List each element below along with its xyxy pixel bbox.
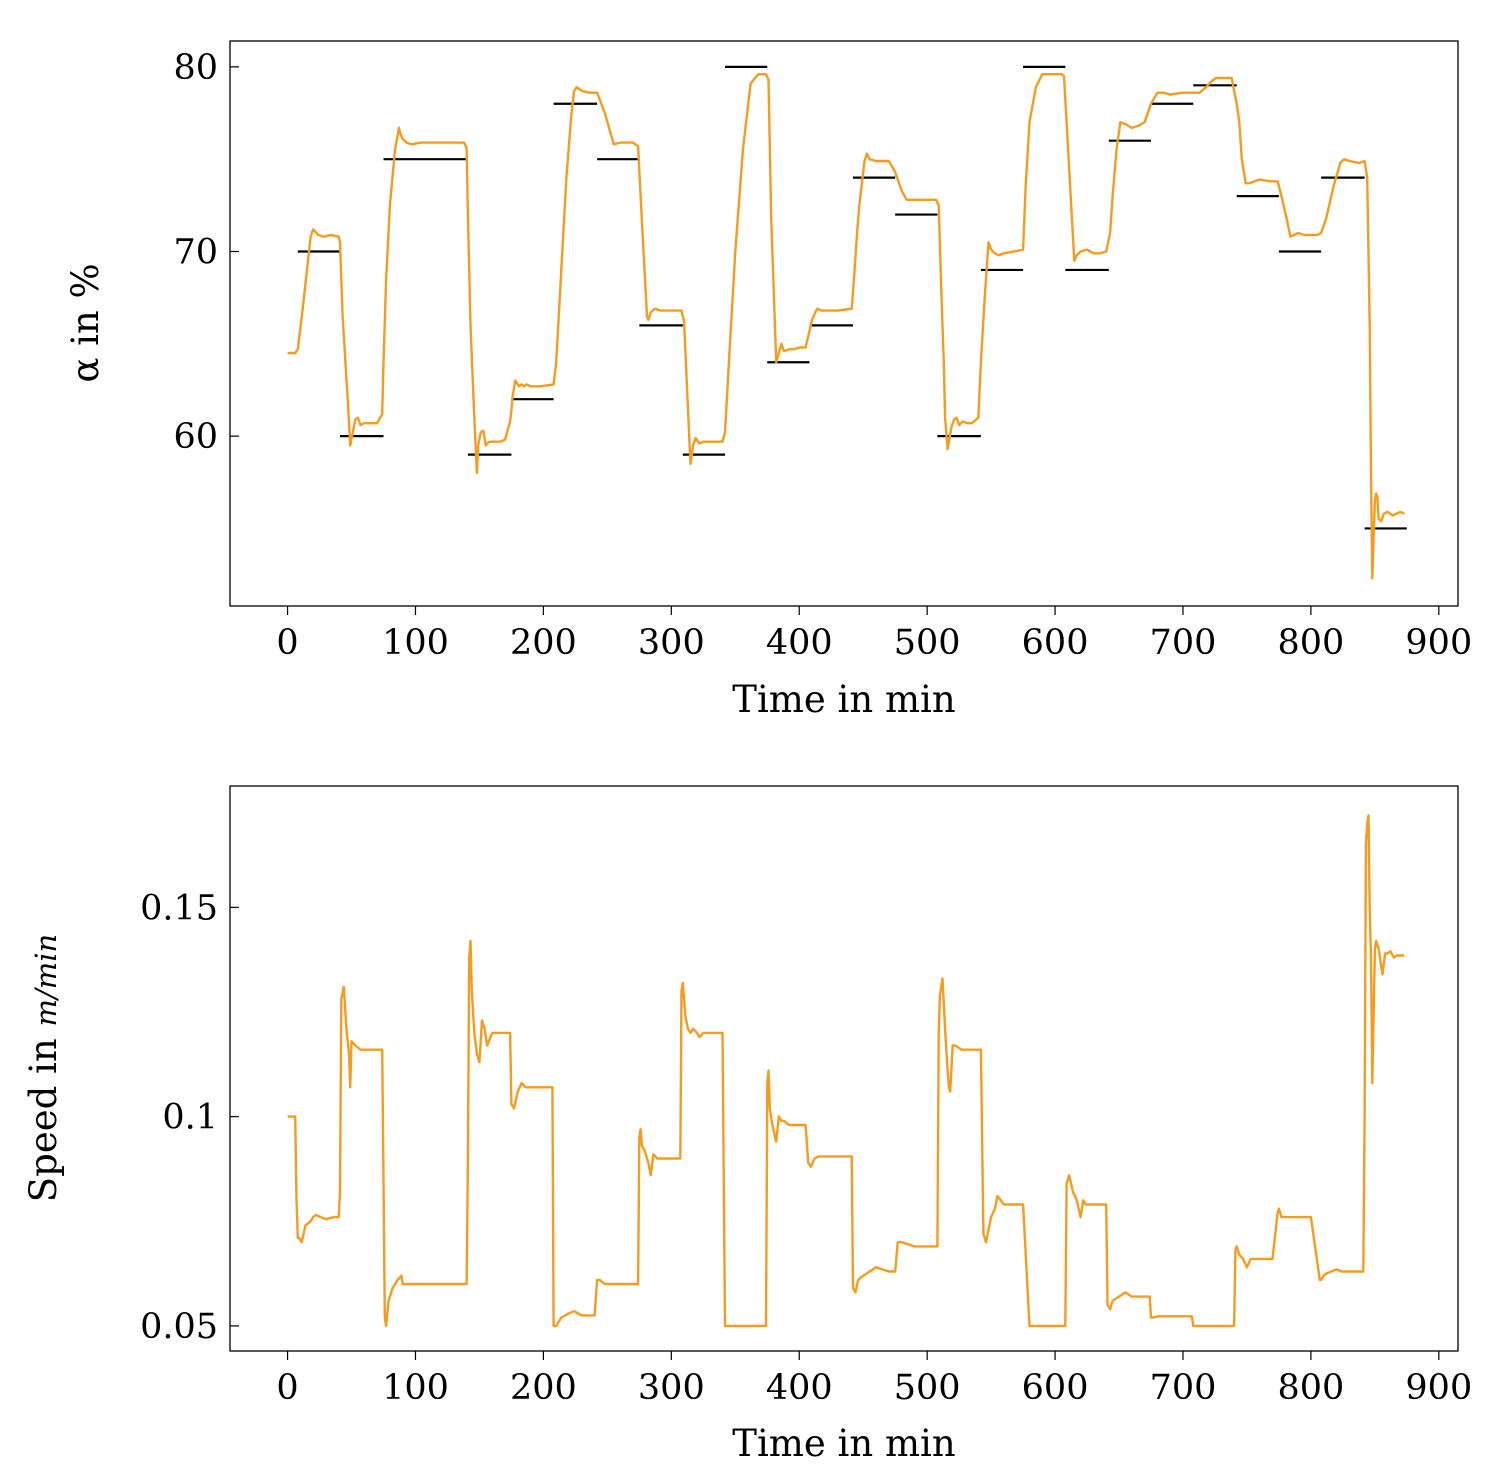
speed-series (287, 814, 1405, 1328)
alpha-setpoints (297, 65, 1407, 530)
x-tick-label: 700 (1150, 623, 1217, 663)
x-tick-label: 800 (1277, 1368, 1344, 1408)
x-tick-label: 800 (1277, 623, 1344, 663)
y-tick-label: 0.05 (140, 1307, 218, 1347)
alpha-y-axis-label: α in % (64, 263, 107, 382)
speed-x-axis-label: Time in min (732, 1422, 955, 1465)
x-tick-label: 0 (276, 1368, 298, 1408)
x-tick-label: 500 (894, 1368, 961, 1408)
x-tick-label: 900 (1405, 623, 1472, 663)
alpha-plot-frame (229, 40, 1459, 607)
y-tick-label: 60 (173, 417, 218, 457)
speed-plot-frame (229, 785, 1459, 1352)
x-tick-label: 300 (638, 1368, 705, 1408)
series-line-alpha (287, 72, 1405, 580)
alpha-series (287, 72, 1405, 580)
y-tick-label: 80 (173, 48, 218, 88)
chart-speed: 0 100 200 300 400 500 600 700 800 900 0.05 0.1 0.15… (22, 785, 1472, 1465)
speed-y-axis-label: Speed in m/min (22, 934, 65, 1202)
speed-y-axis-label-prefix: Speed in (22, 1027, 65, 1203)
alpha-x-ticks: 0 100 200 300 400 500 600 700 800 900 (276, 606, 1472, 663)
x-tick-label: 500 (894, 623, 961, 663)
speed-y-ticks: 0.05 0.1 0.15 (140, 888, 239, 1347)
y-tick-label: 0.1 (162, 1098, 218, 1138)
x-tick-label: 900 (1405, 1368, 1472, 1408)
alpha-x-axis-label: Time in min (732, 678, 955, 721)
y-tick-label: 0.15 (140, 888, 218, 928)
chart-alpha: 0 100 200 300 400 500 600 700 800 900 60 70 80 Time… (64, 40, 1472, 721)
speed-x-ticks: 0 100 200 300 400 500 600 700 800 900 (276, 1351, 1472, 1408)
x-tick-label: 400 (766, 623, 833, 663)
x-tick-label: 200 (510, 1368, 577, 1408)
x-tick-label: 100 (382, 623, 449, 663)
alpha-y-ticks: 60 70 80 (173, 48, 239, 457)
x-tick-label: 700 (1150, 1368, 1217, 1408)
x-tick-label: 600 (1022, 623, 1089, 663)
x-tick-label: 0 (276, 623, 298, 663)
x-tick-label: 600 (1022, 1368, 1089, 1408)
x-tick-label: 100 (382, 1368, 449, 1408)
series-line-speed (287, 814, 1405, 1328)
x-tick-label: 400 (766, 1368, 833, 1408)
x-tick-label: 300 (638, 623, 705, 663)
y-tick-label: 70 (173, 232, 218, 272)
x-tick-label: 200 (510, 623, 577, 663)
speed-y-axis-label-unit: m/min (29, 934, 63, 1027)
